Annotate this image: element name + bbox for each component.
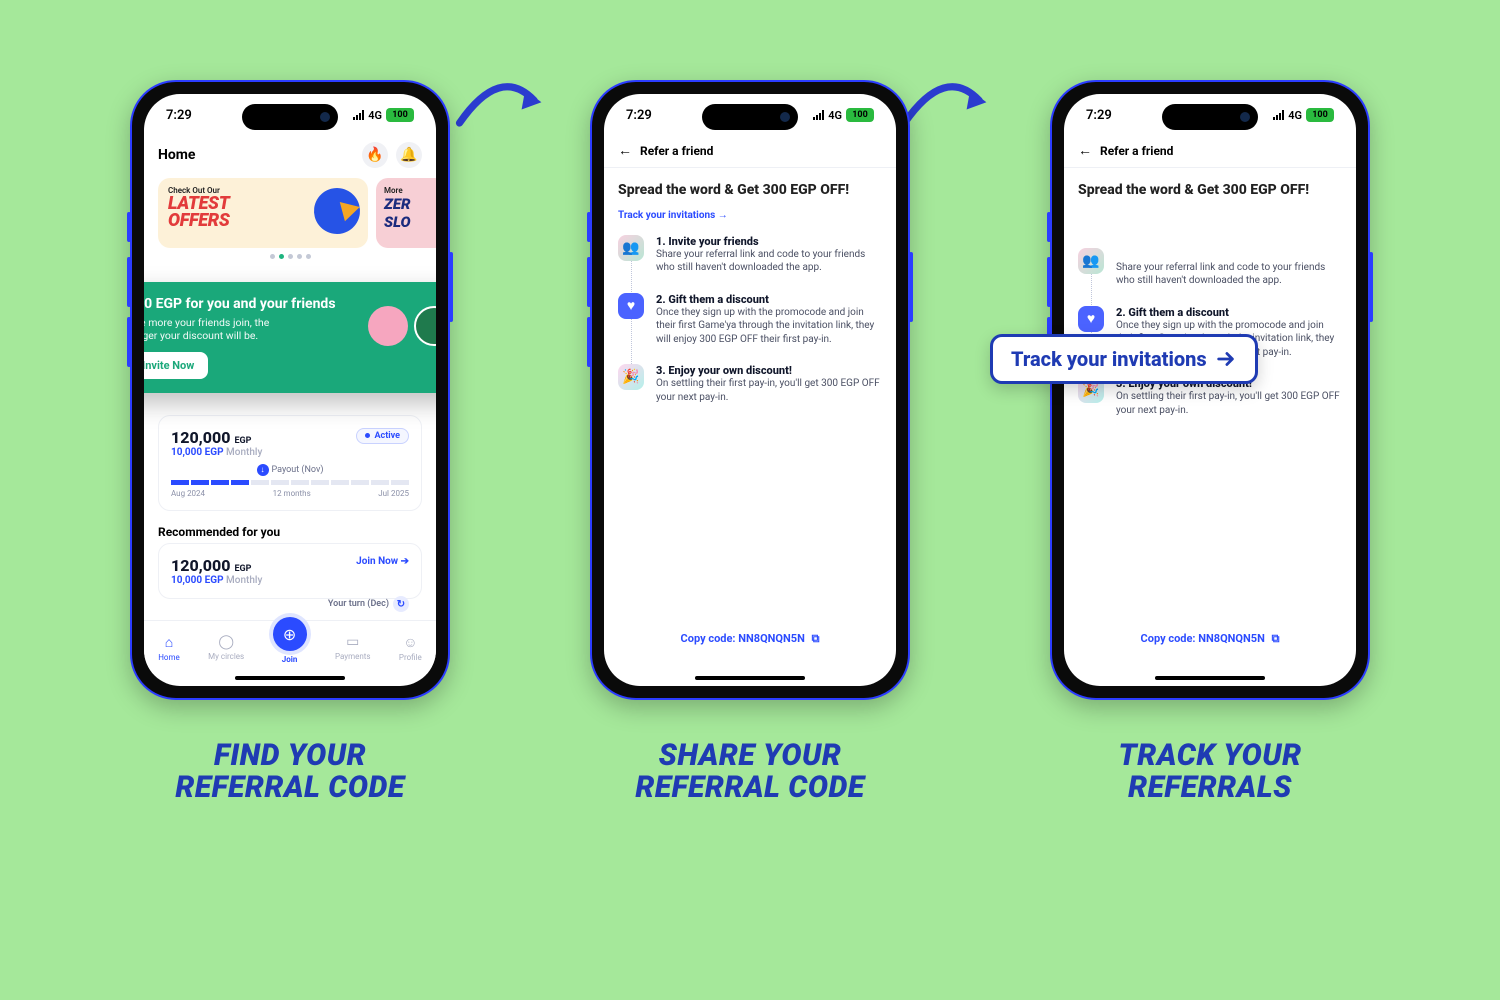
tab-join[interactable]: ⊕Join — [273, 631, 307, 664]
battery-icon: 100 — [386, 108, 414, 122]
network-label: 4G — [368, 109, 382, 122]
bell-icon[interactable]: 🔔 — [396, 142, 422, 168]
turn-badge: Your turn (Dec)↻ — [328, 596, 409, 612]
copy-code[interactable]: Copy code: NN8QNQN5N ⧉ — [604, 632, 896, 646]
refer-headline: Spread the word & Get 300 EGP OFF! — [618, 182, 882, 200]
recommended-header: Recommended for you — [144, 521, 436, 543]
home-icon: ⌂ — [165, 634, 173, 651]
caption-1: FIND YOURREFERRAL CODE — [175, 740, 404, 803]
sub-period-2: Monthly — [226, 575, 262, 586]
step-3: 🎉 3. Enjoy your own discount!On settling… — [618, 364, 882, 404]
friends-icon: 👥 — [1078, 248, 1104, 274]
join-now-link[interactable]: Join Now ➔ — [356, 556, 409, 567]
tab-circles[interactable]: ◯My circles — [208, 634, 244, 661]
profile-icon: ☺ — [403, 634, 417, 651]
dynamic-island — [702, 104, 798, 130]
gift-icon: ♥ — [1078, 306, 1104, 332]
carousel-dots — [144, 254, 436, 259]
battery-icon: 100 — [1306, 108, 1334, 122]
banner2-line1: ZER — [384, 195, 436, 213]
active-badge: Active — [356, 428, 409, 444]
referral-code: NN8QNQN5N — [738, 632, 805, 645]
home-indicator — [235, 676, 345, 680]
progress-bar — [171, 480, 409, 485]
status-time: 7:29 — [1086, 108, 1112, 123]
signal-icon — [813, 110, 824, 120]
caption-3: TRACK YOURREFERRALS — [1118, 740, 1301, 803]
turn-icon: ↻ — [393, 596, 409, 612]
banner2-small: More — [384, 186, 436, 195]
sub-amount-2: 10,000 EGP — [171, 575, 224, 586]
range-mid: 12 months — [273, 489, 311, 498]
arrow-right-icon — [1215, 348, 1237, 370]
referral-code: NN8QNQN5N — [1198, 632, 1265, 645]
amount-2: 120,000 — [171, 556, 230, 575]
copy-icon[interactable]: ⧉ — [1272, 632, 1280, 646]
friends-icon: 👥 — [618, 235, 644, 261]
range-end: Jul 2025 — [378, 489, 409, 498]
sub-period: Monthly — [226, 447, 262, 458]
phone-3: Track your invitations 7:29 4G 100 ← Ref… — [1050, 80, 1370, 700]
fire-icon[interactable]: 🔥 — [362, 142, 388, 168]
currency: EGP — [234, 436, 251, 446]
battery-icon: 100 — [846, 108, 874, 122]
back-icon[interactable]: ← — [618, 142, 632, 159]
sub-amount: 10,000 EGP — [171, 447, 224, 458]
copy-icon[interactable]: ⧉ — [812, 632, 820, 646]
secondary-banner[interactable]: More ZER SLO — [376, 178, 436, 248]
track-invitations-link[interactable]: Track your invitations → — [618, 210, 882, 221]
circles-icon: ◯ — [218, 634, 234, 650]
gift-icon: ♥ — [618, 293, 644, 319]
referral-card-sub: The more your friends join, the bigger y… — [144, 316, 298, 342]
copy-code[interactable]: Copy code: NN8QNQN5N ⧉ — [1064, 632, 1356, 646]
refer-headline: Spread the word & Get 300 EGP OFF! — [1078, 182, 1342, 200]
refer-title: Refer a friend — [1100, 144, 1173, 158]
back-icon[interactable]: ← — [1078, 142, 1092, 159]
payout-icon: ↓ — [257, 464, 269, 476]
flow-arrow-2 — [900, 70, 990, 140]
currency-2: EGP — [234, 564, 251, 574]
network-label: 4G — [1288, 109, 1302, 122]
referral-card[interactable]: 300 EGP for you and your friends The mor… — [144, 282, 436, 393]
tab-payments[interactable]: ▭Payments — [335, 634, 371, 661]
home-indicator — [695, 676, 805, 680]
savings-card[interactable]: Active 120,000 EGP 10,000 EGP Monthly ↓P… — [158, 415, 422, 511]
recommended-card[interactable]: Join Now ➔ 120,000 EGP 10,000 EGP Monthl… — [158, 543, 422, 599]
refer-title: Refer a friend — [640, 144, 713, 158]
track-invitations-pill[interactable]: Track your invitations — [990, 334, 1258, 384]
dynamic-island — [242, 104, 338, 130]
page-title: Home — [158, 147, 195, 163]
confetti-icon: 🎉 — [618, 364, 644, 390]
amount: 120,000 — [171, 428, 230, 447]
caption-2: SHARE YOURREFERRAL CODE — [635, 740, 864, 803]
payments-icon: ▭ — [346, 634, 359, 650]
tab-profile[interactable]: ☺Profile — [399, 634, 422, 662]
payout-label: Payout (Nov) — [272, 465, 324, 475]
phone-2: 7:29 4G 100 ← Refer a friend Spread the … — [590, 80, 910, 700]
signal-icon — [1273, 110, 1284, 120]
people-illustration — [368, 306, 436, 346]
status-time: 7:29 — [626, 108, 652, 123]
tab-home[interactable]: ⌂Home — [158, 634, 180, 662]
join-icon: ⊕ — [273, 617, 307, 651]
step-1: 👥 1. Invite your friendsShare your refer… — [618, 235, 882, 275]
flow-arrow-1 — [455, 70, 545, 140]
signal-icon — [353, 110, 364, 120]
tab-bar: ⌂Home ◯My circles ⊕Join ▭Payments ☺Profi… — [144, 620, 436, 674]
step-2: ♥ 2. Gift them a discountOnce they sign … — [618, 293, 882, 347]
home-indicator — [1155, 676, 1265, 680]
status-time: 7:29 — [166, 108, 192, 123]
phone-1: 7:29 4G 100 Home 🔥 🔔 C — [130, 80, 450, 700]
dynamic-island — [1162, 104, 1258, 130]
step-1: 👥 1. Invite your friendsShare your refer… — [1078, 248, 1342, 288]
invite-now-button[interactable]: Invite Now — [144, 352, 208, 379]
range-start: Aug 2024 — [171, 489, 205, 498]
offers-banner[interactable]: Check Out Our LATEST OFFERS — [158, 178, 368, 248]
network-label: 4G — [828, 109, 842, 122]
banner2-line2: SLO — [384, 213, 436, 231]
